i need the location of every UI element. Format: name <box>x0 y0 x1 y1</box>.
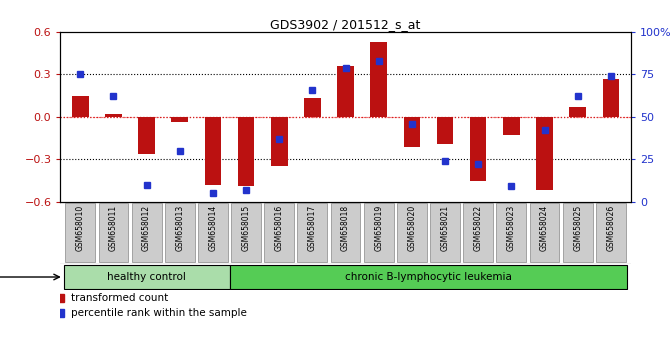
Text: GSM658010: GSM658010 <box>76 205 85 251</box>
Text: healthy control: healthy control <box>107 272 186 282</box>
Bar <box>172 117 188 122</box>
FancyBboxPatch shape <box>563 203 592 263</box>
FancyBboxPatch shape <box>430 203 460 263</box>
Text: GSM658014: GSM658014 <box>209 205 217 251</box>
Bar <box>437 117 454 144</box>
FancyBboxPatch shape <box>64 265 229 289</box>
Text: transformed count: transformed count <box>70 293 168 303</box>
Text: GSM658021: GSM658021 <box>441 205 450 251</box>
Text: GSM658019: GSM658019 <box>374 205 383 251</box>
Bar <box>370 42 387 117</box>
Bar <box>72 96 89 117</box>
Bar <box>470 117 486 181</box>
Text: percentile rank within the sample: percentile rank within the sample <box>70 308 246 318</box>
Bar <box>503 117 519 135</box>
FancyBboxPatch shape <box>397 203 427 263</box>
FancyBboxPatch shape <box>596 203 626 263</box>
FancyBboxPatch shape <box>229 265 627 289</box>
Text: GSM658017: GSM658017 <box>308 205 317 251</box>
FancyBboxPatch shape <box>497 203 526 263</box>
Bar <box>271 117 288 166</box>
Bar <box>338 66 354 117</box>
Bar <box>238 117 254 186</box>
Text: GSM658024: GSM658024 <box>540 205 549 251</box>
Text: GSM658026: GSM658026 <box>607 205 615 251</box>
FancyBboxPatch shape <box>65 203 95 263</box>
Text: GSM658011: GSM658011 <box>109 205 118 251</box>
Text: GSM658018: GSM658018 <box>341 205 350 251</box>
FancyBboxPatch shape <box>198 203 228 263</box>
Bar <box>304 98 321 117</box>
FancyBboxPatch shape <box>297 203 327 263</box>
Text: GSM658022: GSM658022 <box>474 205 482 251</box>
FancyBboxPatch shape <box>231 203 261 263</box>
Bar <box>403 117 420 147</box>
Bar <box>105 114 121 117</box>
FancyBboxPatch shape <box>132 203 162 263</box>
FancyBboxPatch shape <box>463 203 493 263</box>
Bar <box>570 107 586 117</box>
Text: GSM658025: GSM658025 <box>573 205 582 251</box>
FancyBboxPatch shape <box>331 203 360 263</box>
Title: GDS3902 / 201512_s_at: GDS3902 / 201512_s_at <box>270 18 421 31</box>
FancyBboxPatch shape <box>264 203 294 263</box>
Text: GSM658020: GSM658020 <box>407 205 417 251</box>
Bar <box>603 79 619 117</box>
Text: GSM658013: GSM658013 <box>175 205 185 251</box>
Text: GSM658015: GSM658015 <box>242 205 250 251</box>
Bar <box>205 117 221 185</box>
FancyBboxPatch shape <box>99 203 128 263</box>
Text: GSM658023: GSM658023 <box>507 205 516 251</box>
FancyBboxPatch shape <box>529 203 560 263</box>
Text: GSM658016: GSM658016 <box>274 205 284 251</box>
FancyBboxPatch shape <box>165 203 195 263</box>
Text: GSM658012: GSM658012 <box>142 205 151 251</box>
Text: chronic B-lymphocytic leukemia: chronic B-lymphocytic leukemia <box>345 272 512 282</box>
Bar <box>138 117 155 154</box>
Bar <box>536 117 553 190</box>
FancyBboxPatch shape <box>364 203 394 263</box>
